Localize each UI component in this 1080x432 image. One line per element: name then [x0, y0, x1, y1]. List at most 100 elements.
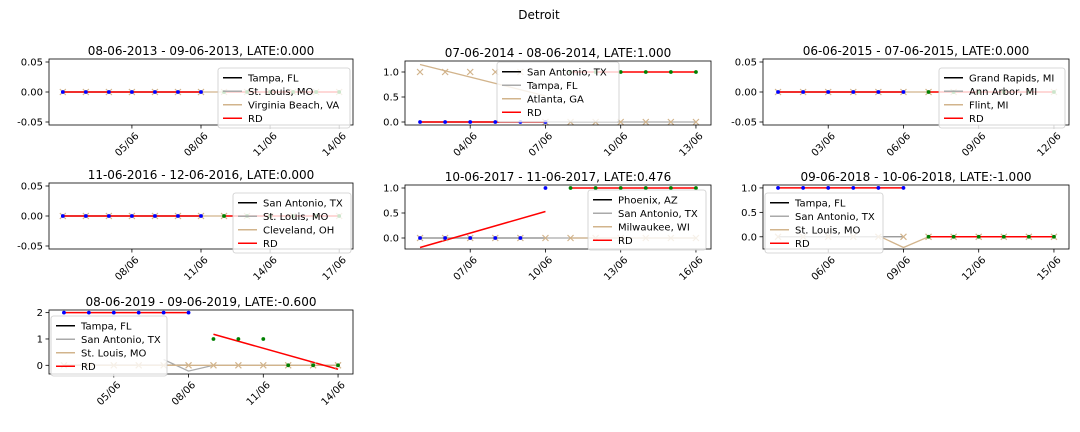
legend: Tampa, FL St. Louis, MO Virginia Beach, VA… [217, 67, 351, 129]
data-point-after [951, 234, 956, 239]
data-point-before [176, 90, 180, 94]
y-tick-label: 0.00 [21, 88, 43, 99]
y-tick-label: 0.5 [741, 208, 757, 219]
x-tick-label: 08/06 [170, 380, 198, 408]
legend-label: Tampa, FL [794, 198, 846, 209]
x-tick-label: 05/06 [95, 380, 123, 408]
data-point-before [826, 186, 831, 190]
data-point-before [106, 214, 111, 218]
x-tick-label: 12/06 [1035, 131, 1063, 159]
legend-label: RD [263, 239, 278, 250]
x-tick-label: 06/06 [810, 255, 838, 283]
data-point-after [976, 234, 981, 239]
y-tick-label: 1.0 [741, 183, 757, 194]
legend-label: RD [969, 114, 984, 125]
legend-label: St. Louis, MO [81, 348, 146, 359]
x-tick-label: 13/06 [602, 255, 630, 283]
y-tick-label: 0.05 [735, 58, 757, 69]
legend-label: Virginia Beach, VA [248, 100, 339, 111]
x-tick-label: 14/06 [321, 131, 349, 159]
data-point-after [926, 234, 931, 239]
data-point-before [199, 214, 203, 218]
x-tick-label: 05/06 [113, 131, 141, 159]
y-tick-label: 0.05 [21, 58, 43, 69]
y-tick-label: 1.0 [383, 68, 399, 79]
rd-line-2 [213, 333, 339, 370]
x-tick-label: 03/06 [810, 131, 838, 159]
x-tick-label: 16/06 [677, 255, 705, 283]
legend: San Antonio, TX St. Louis, MO Cleveland, O… [232, 192, 352, 254]
legend-label: Cleveland, OH [263, 225, 334, 236]
data-point-before [186, 310, 191, 315]
data-point-after [618, 70, 623, 74]
subplot-title: 07-06-2014 - 08-06-2014, LATE:1.000 [445, 46, 672, 60]
data-point-before [901, 90, 906, 94]
data-point-before [161, 310, 166, 315]
data-point-after [568, 186, 573, 190]
x-marker [667, 118, 675, 125]
data-point-before [60, 214, 65, 218]
y-tick-label: -0.05 [731, 118, 757, 129]
data-point-before [83, 214, 88, 218]
x-tick-label: 14/06 [320, 380, 348, 408]
data-point-after [286, 363, 291, 368]
data-point-before [468, 120, 473, 124]
data-point-before [876, 186, 881, 190]
data-point-before [518, 236, 523, 240]
data-point-before [443, 236, 448, 240]
data-point-after [926, 90, 931, 94]
data-point-before [801, 186, 806, 190]
legend-label: St. Louis, MO [263, 212, 328, 223]
data-point-after [261, 337, 266, 341]
subplot-5: 10-06-2017 - 11-06-2017, LATE:0.476 1.0 0.… [383, 170, 712, 283]
subplot-4: 11-06-2016 - 12-06-2016, LATE:0.000 0.05 0… [17, 168, 354, 283]
y-tick-label: 0.0 [383, 234, 399, 245]
x-marker [542, 234, 549, 242]
x-tick-label: 11/06 [182, 255, 210, 283]
legend: Tampa, FL San Antonio, TX St. Louis, MO RD [50, 315, 168, 377]
x-tick-label: 08/06 [113, 255, 141, 283]
y-tick-label: 0.5 [383, 93, 399, 104]
x-tick-label: 09/06 [885, 255, 913, 283]
data-point-before [153, 90, 157, 94]
data-point-before [543, 186, 548, 190]
subplot-7: 08-06-2019 - 09-06-2019, LATE:-0.600 2 1 0 0… [37, 295, 354, 408]
data-point-before [153, 214, 157, 218]
data-point-before [418, 120, 422, 124]
y-tick-label: -0.05 [17, 242, 43, 253]
x-tick-label: 13/06 [677, 131, 705, 159]
x-marker [692, 118, 700, 125]
data-point-before [60, 90, 65, 94]
x-marker [234, 361, 242, 369]
axes-frame [762, 184, 1070, 250]
subplot-title: 08-06-2019 - 09-06-2019, LATE:-0.600 [86, 295, 317, 309]
data-point-before [130, 90, 134, 94]
legend: Grand Rapids, MI Ann Arbor, MI Flint, MI RD [938, 67, 1066, 129]
legend-box [232, 192, 352, 254]
data-point-after [311, 363, 316, 368]
y-tick-label: 0.00 [735, 88, 757, 99]
subplot-2: 07-06-2014 - 08-06-2014, LATE:1.000 1.0 0.… [383, 46, 712, 159]
data-point-before [468, 236, 473, 240]
y-tick-label: 0.5 [383, 209, 399, 220]
legend-label: San Antonio, TX [618, 209, 698, 220]
y-tick-label: 1.0 [383, 184, 399, 195]
axes-frame [404, 60, 712, 126]
data-point-before [176, 214, 180, 218]
data-point-before [493, 236, 498, 240]
data-point-before [851, 90, 856, 94]
legend-label: RD [618, 236, 633, 247]
data-point-before [826, 90, 831, 94]
legend-label: Tampa, FL [526, 81, 578, 92]
x-marker [642, 118, 650, 125]
legend-label: Phoenix, AZ [618, 195, 678, 206]
subplot-3: 06-06-2015 - 07-06-2015, LATE:0.000 0.05 0… [731, 44, 1070, 159]
x-marker [900, 233, 907, 241]
data-point-before [851, 186, 856, 190]
legend-label: Tampa, FL [247, 73, 299, 84]
x-tick-label: 11/06 [245, 380, 273, 408]
y-tick-label: 0.0 [741, 232, 757, 243]
y-tick-label: 0 [37, 361, 43, 372]
data-point-before [443, 120, 448, 124]
data-point-after [1026, 234, 1031, 239]
